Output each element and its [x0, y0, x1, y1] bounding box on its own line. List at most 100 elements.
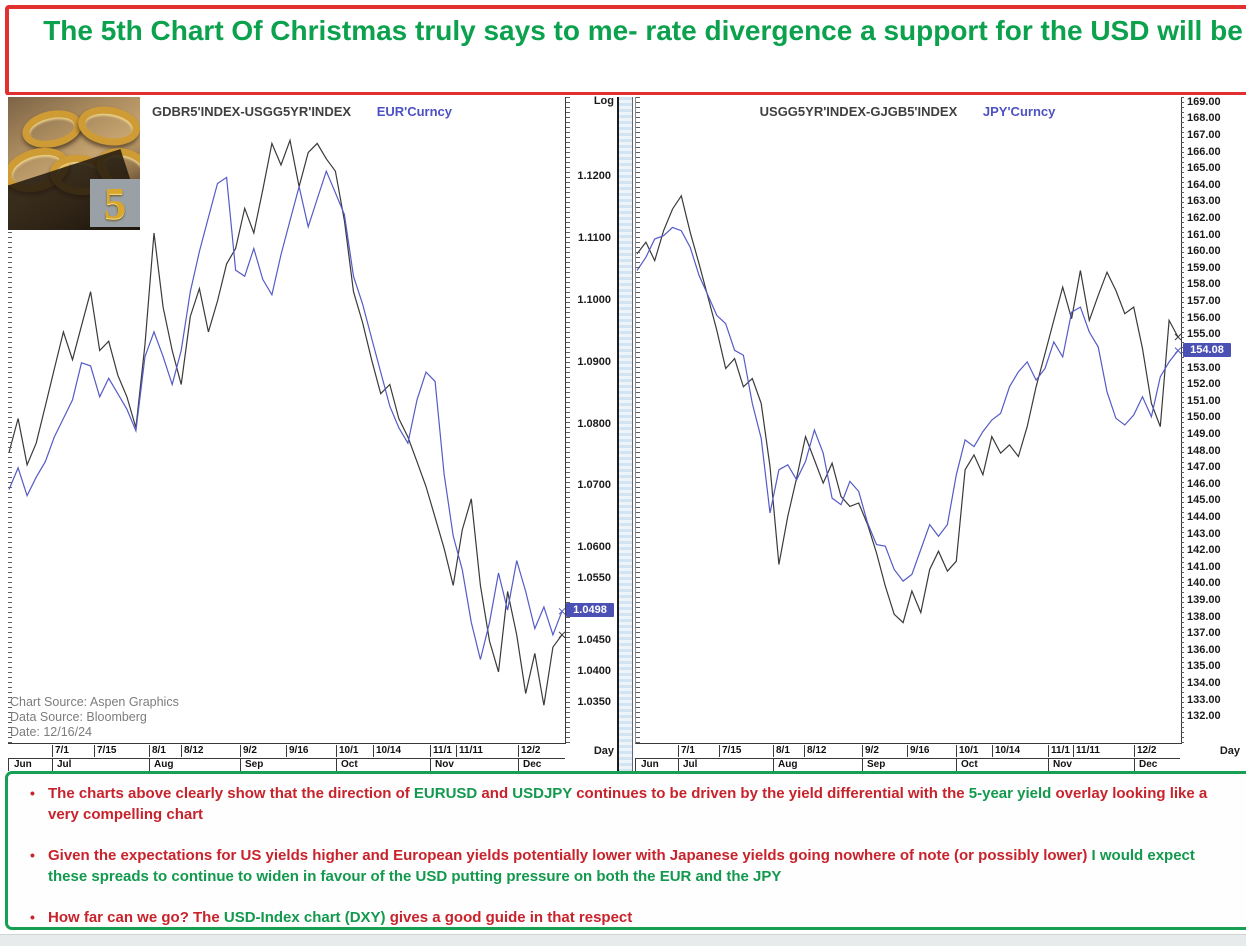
x-axis-month-label: Aug: [154, 759, 174, 770]
footer-strip: [0, 934, 1246, 946]
y-axis-tick-label: 152.00: [1187, 378, 1221, 390]
x-axis-tick: [52, 745, 53, 757]
y-axis-tick-label: 161.00: [1187, 229, 1221, 241]
x-axis-month-label: Jun: [641, 759, 659, 770]
y-axis-tick-label: 164.00: [1187, 179, 1221, 191]
x-axis-date-label: 10/14: [376, 745, 402, 756]
commentary-text-segment: continues to be driven by the yield diff…: [572, 785, 969, 802]
x-axis-tick: [430, 745, 431, 757]
series-end-marker: [1174, 333, 1181, 341]
x-axis-date-label: 11/11: [1076, 745, 1100, 756]
month-separator: [240, 759, 241, 771]
commentary-text-segment: and: [477, 785, 513, 802]
month-separator: [1134, 759, 1135, 771]
y-axis-tick-label: 156.00: [1187, 312, 1221, 324]
date-line: Date: 12/16/24: [10, 725, 93, 739]
x-axis-date-label: 8/1: [152, 745, 166, 756]
commentary-bullet: The charts above clearly show that the d…: [22, 783, 1228, 825]
month-separator: [678, 759, 679, 771]
x-axis-tick: [456, 745, 457, 757]
y-axis-tick-label: 157.00: [1187, 295, 1221, 307]
left-date-row: 7/1 7/15 8/1 8/12 9/2 9/16 10/1 10/14 11/1 11/11 1…: [8, 744, 565, 759]
y-axis-tick-label: 142.00: [1187, 544, 1221, 556]
x-axis-date-label: 12/2: [1137, 745, 1157, 756]
y-axis-tick-label: 1.0350: [577, 696, 611, 708]
window-splitter[interactable]: [617, 97, 633, 771]
left-spread-label: GDBR5'INDEX-USGG5YR'INDEX: [152, 104, 352, 119]
y-axis-tick-label: 167.00: [1187, 129, 1221, 141]
number-five-tile: 5: [90, 178, 140, 228]
month-separator: [8, 759, 9, 771]
y-axis-tick-label: 1.0900: [577, 356, 611, 368]
right-y-axis: 169.00 168.00 167.00 166.00 165.00 164.00 163.…: [1183, 96, 1241, 743]
y-axis-tick-label: 155.00: [1187, 328, 1221, 340]
y-axis-tick-label: 1.1200: [577, 170, 611, 182]
y-axis-tick-label: 138.00: [1187, 611, 1221, 623]
x-axis-tick: [1048, 745, 1049, 757]
right-date-row: 7/1 7/15 8/1 8/12 9/2 9/16 10/1 10/14 11/1 11/11 1…: [635, 744, 1180, 759]
month-separator: [518, 759, 519, 771]
x-axis-date-label: 7/15: [97, 745, 117, 756]
left-currency-label: EUR'Curncy: [376, 104, 453, 119]
x-axis-date-label: 11/1: [1051, 745, 1070, 756]
y-axis-tick-label: 162.00: [1187, 212, 1221, 224]
commentary-text-segment: I would expect these spreads to continue…: [48, 847, 1195, 885]
left-x-axis: 7/1 7/15 8/1 8/12 9/2 9/16 10/1 10/14 11/1 11/11 1…: [8, 744, 565, 773]
number-five: 5: [104, 178, 126, 228]
y-axis-tick-label: 132.00: [1187, 710, 1221, 722]
commentary-text-segment: gives a good guide in that respect: [385, 909, 633, 926]
y-axis-tick-label: 1.0400: [577, 665, 611, 677]
x-axis-tick: [773, 745, 774, 757]
y-axis-tick-label: 147.00: [1187, 461, 1221, 473]
right-day-label: Day: [1219, 745, 1240, 757]
y-axis-tick-label: 133.00: [1187, 694, 1221, 706]
x-axis-date-label: 9/16: [289, 745, 309, 756]
y-axis-tick-label: 153.00: [1187, 362, 1221, 374]
y-axis-tick-label: 149.00: [1187, 428, 1221, 440]
x-axis-tick: [240, 745, 241, 757]
x-axis-tick: [804, 745, 805, 757]
x-axis-tick: [1134, 745, 1135, 757]
series-end-marker: [558, 631, 565, 639]
left-plot-minor-ticks: [8, 97, 12, 743]
x-axis-tick: [956, 745, 957, 757]
left-day-label: Day: [593, 745, 614, 757]
charts-area: 5 GDBR5'INDEX-USGG5YR'INDEX EUR'Curncy L…: [0, 95, 1246, 775]
y-axis-tick-label: 135.00: [1187, 660, 1221, 672]
x-axis-date-label: 8/12: [807, 745, 827, 756]
y-axis-tick-label: 168.00: [1187, 112, 1221, 124]
month-separator: [773, 759, 774, 771]
x-axis-tick: [286, 745, 287, 757]
x-axis-tick: [149, 745, 150, 757]
x-axis-date-label: 8/1: [776, 745, 790, 756]
gold-ring-icon: [8, 140, 75, 200]
x-axis-month-label: Aug: [778, 759, 798, 770]
chart-source-line: Chart Source: Aspen Graphics: [10, 695, 179, 709]
y-axis-tick-label: 148.00: [1187, 445, 1221, 457]
right-x-axis: 7/1 7/15 8/1 8/12 9/2 9/16 10/1 10/14 11/1 11/11 1…: [635, 744, 1180, 773]
commentary-text-segment: How far can we go? The: [48, 909, 224, 926]
y-axis-tick-label: 141.00: [1187, 561, 1221, 573]
series-line-currency: [8, 169, 563, 660]
y-axis-tick-label: 140.00: [1187, 577, 1221, 589]
x-axis-tick: [94, 745, 95, 757]
commentary-text-segment: 5-year yield: [968, 785, 1052, 802]
x-axis-tick: [719, 745, 720, 757]
x-axis-month-label: Nov: [435, 759, 454, 770]
usdjpy-yield-spread-chart[interactable]: [635, 97, 1182, 744]
x-axis-tick: [862, 745, 863, 757]
log-scale-label: Log: [593, 95, 614, 107]
y-axis-tick-label: 151.00: [1187, 395, 1221, 407]
x-axis-date-label: 7/1: [55, 745, 69, 756]
x-axis-month-label: Jul: [683, 759, 698, 770]
data-source-line: Data Source: Bloomberg: [10, 710, 147, 724]
commentary-text-segment: overlay looking like a very compelling c…: [48, 785, 1208, 823]
eurusd-last-price-badge: 1.0498: [566, 603, 614, 617]
x-axis-date-label: 10/1: [959, 745, 979, 756]
y-axis-tick-label: 159.00: [1187, 262, 1221, 274]
commentary-text-segment: The charts above clearly show that the d…: [48, 785, 414, 802]
series-line-currency: [636, 226, 1179, 582]
commentary-list: The charts above clearly show that the d…: [22, 783, 1246, 928]
y-axis-tick-label: 166.00: [1187, 146, 1221, 158]
x-axis-date-label: 9/2: [865, 745, 879, 756]
